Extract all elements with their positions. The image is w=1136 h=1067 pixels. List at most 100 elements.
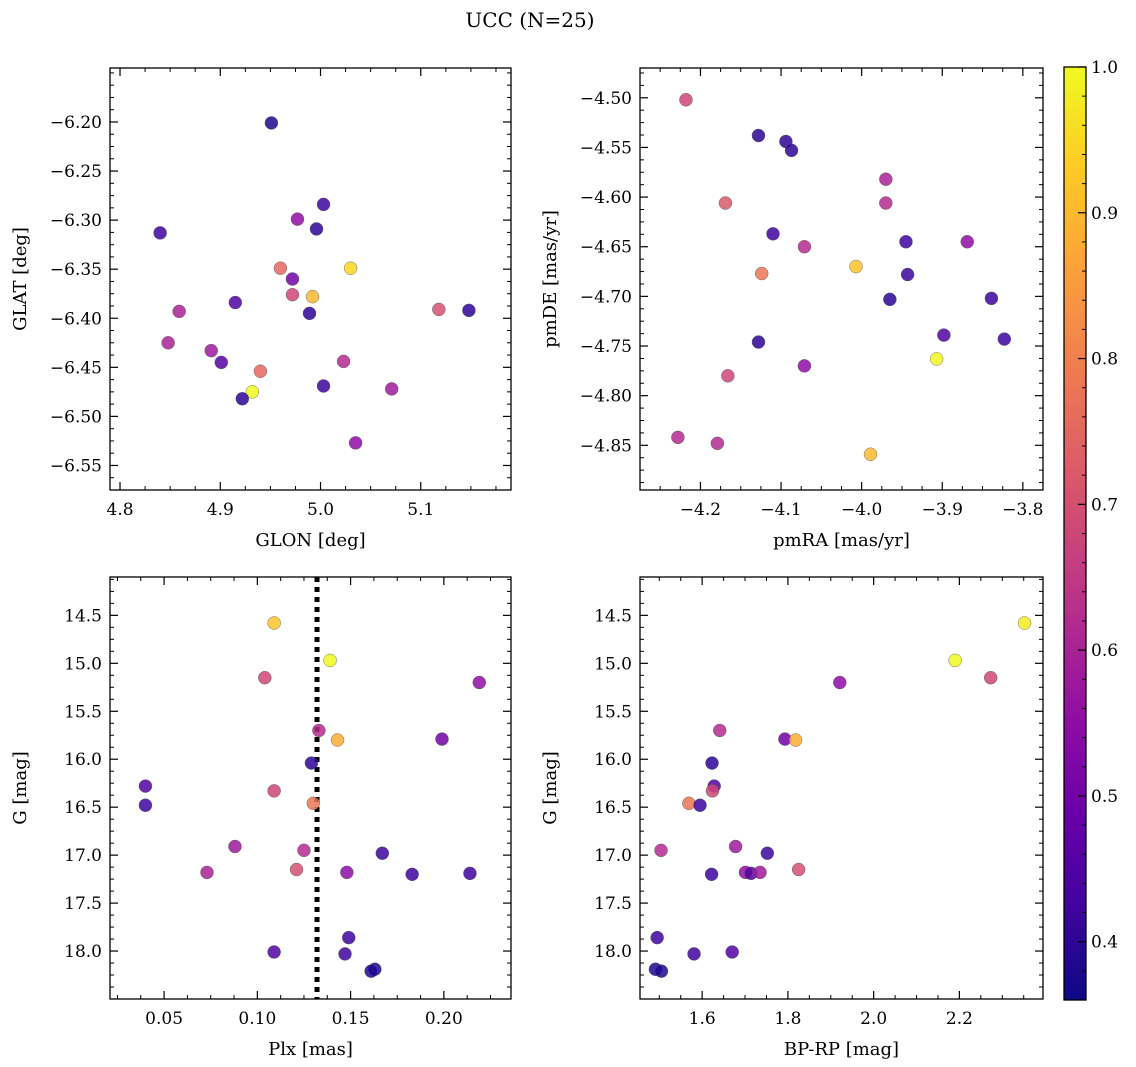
x-tick-label: 4.9 — [207, 500, 234, 520]
scatter-point — [330, 733, 345, 747]
scatter-point — [693, 798, 707, 812]
y-tick-label: 17.0 — [64, 846, 102, 866]
scatter-point — [687, 947, 701, 961]
scatter-point — [385, 382, 399, 396]
y-tick-label: 18.0 — [594, 942, 632, 962]
panel-glon-glat: 4.8 4.9 5.0 5.1 −6.20 −6.25 −6.30 −6.35 −6.40 −6.… — [10, 67, 512, 551]
y-tick-label: −6.35 — [50, 260, 102, 280]
scatter-point — [984, 291, 999, 306]
colorbar-frame — [1063, 66, 1087, 1001]
figure-title: UCC (N=25) — [465, 8, 594, 32]
x-tick-label: 5.0 — [307, 500, 334, 520]
scatter-point — [289, 862, 304, 877]
scatter-point — [343, 261, 358, 275]
plot-frame — [109, 576, 512, 1000]
colorbar-tick-label: 0.4 — [1091, 933, 1118, 953]
colorbar-tick-label: 0.5 — [1091, 787, 1118, 807]
x-tick-label: −4.2 — [680, 500, 721, 520]
scatter-point — [650, 930, 664, 945]
scatter-point — [235, 392, 250, 406]
scatter-point — [375, 846, 390, 860]
scatter-point — [997, 332, 1012, 346]
scatter-point — [323, 653, 337, 668]
y-axis-label: G [mag] — [10, 751, 31, 824]
scatter-point — [863, 447, 878, 461]
scatter-point — [348, 436, 363, 450]
scatter-point — [312, 723, 326, 738]
scatter-point — [713, 723, 727, 738]
y-tick-label: −6.55 — [50, 456, 102, 476]
scatter-point — [879, 172, 893, 186]
panel-bprp-g: 1.6 1.8 2.0 2.2 14.5 15.0 15.5 16.0 16.5 17.0 17.5… — [540, 576, 1044, 1060]
scatter-point — [760, 846, 775, 860]
scatter-point — [138, 779, 153, 793]
scatter-point — [228, 839, 242, 854]
scatter-point — [797, 359, 812, 373]
scatter-point — [138, 798, 153, 812]
x-tick-label: −3.8 — [1002, 500, 1043, 520]
scatter-point — [305, 289, 320, 304]
scatter-point — [462, 303, 476, 318]
x-tick-label: −4.1 — [760, 500, 801, 520]
scatter-point — [267, 784, 281, 798]
scatter-point — [705, 784, 720, 798]
scatter-point — [751, 128, 766, 143]
scatter-point — [679, 93, 693, 107]
y-tick-label: −4.75 — [580, 337, 632, 357]
plot-frame — [639, 576, 1044, 1000]
y-tick-label: −4.55 — [580, 138, 632, 158]
y-tick-label: −6.20 — [50, 113, 102, 133]
plot-frame — [639, 67, 1044, 491]
x-axis-label: Plx [mas] — [268, 1039, 353, 1060]
scatter-point — [273, 261, 288, 275]
scatter-point — [338, 947, 352, 961]
scatter-point — [245, 385, 260, 399]
y-tick-label: 16.0 — [64, 750, 102, 770]
y-tick-label: 14.5 — [64, 606, 102, 626]
scatter-point — [654, 843, 668, 858]
scatter-point — [304, 756, 319, 770]
scatter-point — [833, 675, 847, 690]
scatter-point — [797, 240, 812, 254]
scatter-point — [340, 865, 354, 880]
scatter-point — [784, 143, 799, 158]
scatter-point — [960, 235, 974, 249]
y-tick-label: 16.0 — [594, 750, 632, 770]
y-tick-label: 14.5 — [594, 606, 632, 626]
x-axis-label: GLON [deg] — [255, 530, 365, 551]
scatter-point — [285, 288, 300, 302]
x-tick-label: 1.6 — [689, 1009, 716, 1029]
scatter-point — [228, 295, 243, 310]
scatter-point — [899, 235, 913, 249]
x-tick-label: 5.1 — [407, 500, 434, 520]
plot-frame — [109, 67, 512, 491]
scatter-point — [200, 865, 214, 880]
scatter-point — [766, 227, 780, 241]
scatter-point — [172, 304, 186, 319]
scatter-point — [267, 945, 281, 959]
scatter-point — [751, 335, 766, 349]
scatter-point — [948, 653, 962, 668]
colorbar-tick-label: 1.0 — [1091, 58, 1118, 78]
scatter-point — [161, 336, 175, 350]
y-tick-label: −6.45 — [50, 358, 102, 378]
x-axis-label: BP-RP [mag] — [784, 1039, 899, 1060]
scatter-point — [682, 796, 696, 811]
y-tick-label: 15.5 — [594, 702, 632, 722]
scatter-point — [316, 379, 331, 393]
scatter-point — [258, 671, 272, 685]
y-tick-label: −4.60 — [580, 188, 632, 208]
scatter-point — [704, 867, 719, 882]
scatter-point — [302, 306, 317, 321]
scatter-point — [900, 267, 915, 282]
colorbar-tick-label: 0.9 — [1091, 204, 1118, 224]
x-tick-label: 4.8 — [107, 500, 134, 520]
scatter-point — [791, 862, 806, 877]
scatter-point — [472, 675, 486, 690]
y-tick-label: −4.50 — [580, 89, 632, 109]
y-axis-label: GLAT [deg] — [10, 227, 31, 331]
scatter-point — [267, 616, 281, 630]
y-tick-label: 17.0 — [594, 846, 632, 866]
colorbar-tick-label: 0.7 — [1091, 495, 1118, 515]
colorbar-tick-label: 0.8 — [1091, 350, 1118, 370]
